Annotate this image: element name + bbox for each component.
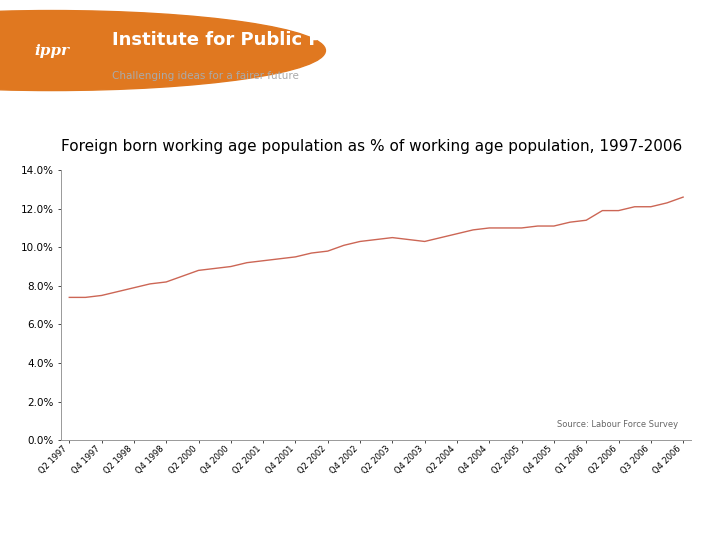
Circle shape [0,10,325,91]
Text: Challenging ideas for a fairer future: Challenging ideas for a fairer future [112,71,299,81]
Text: ippr: ippr [35,44,69,58]
Text: Foreign born working age population as % of working age population, 1997-2006: Foreign born working age population as %… [61,139,683,154]
Text: Source: Labour Force Survey: Source: Labour Force Survey [557,420,678,429]
Text: Institute for Public Policy Research: Institute for Public Policy Research [112,31,467,49]
Text: WWW.IPPR.ORG: WWW.IPPR.ORG [572,85,666,94]
